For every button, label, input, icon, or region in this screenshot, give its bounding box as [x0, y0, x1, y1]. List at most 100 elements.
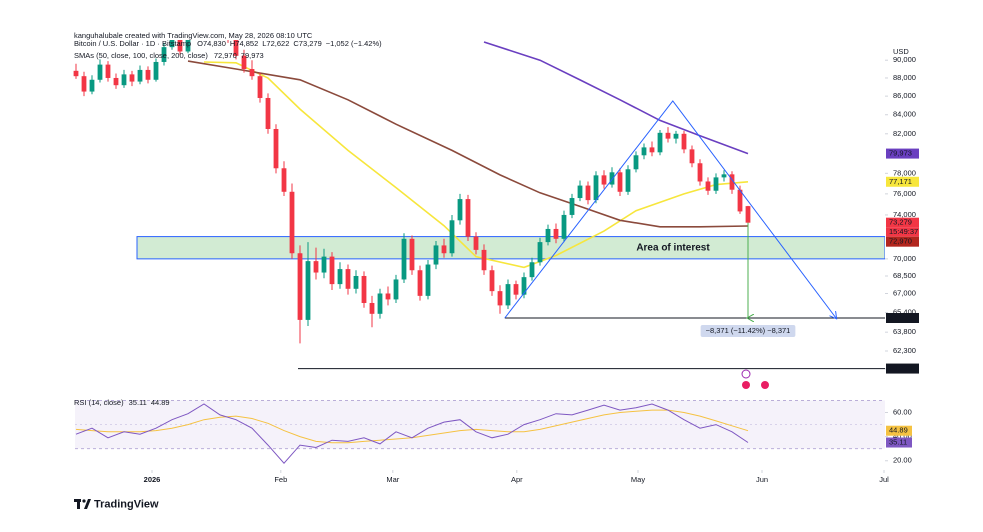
rsi-tick-label: 20.00	[893, 456, 912, 465]
candle-body	[617, 172, 623, 192]
price-tag-label: 72,970	[889, 237, 912, 246]
candle-body	[441, 245, 447, 254]
candle-body	[185, 40, 191, 52]
triangle-pattern	[504, 100, 836, 318]
candle-body	[705, 181, 711, 191]
candle-body	[89, 79, 95, 92]
candle-body	[513, 284, 519, 295]
x-tick-label: Feb	[274, 475, 287, 484]
price-tag	[886, 148, 919, 159]
candle-body	[729, 174, 735, 190]
rsi-tick-label: 60.00	[893, 407, 912, 416]
ohlc-label: C73,279	[293, 39, 321, 48]
event-icon[interactable]	[761, 381, 769, 389]
x-tick-label: Jul	[879, 475, 889, 484]
area-of-interest	[136, 236, 885, 260]
candle-body	[649, 147, 655, 153]
candle-body	[625, 169, 631, 192]
y-tick-label: 63,800	[893, 327, 916, 336]
countdown-label: 15:49:37	[889, 227, 918, 236]
ohlc-label: H74,852	[230, 39, 258, 48]
candle-body	[113, 77, 119, 86]
candle-body	[593, 175, 599, 201]
rsi-pane: 60.00 40.00 20.00 RSI (14, close) 35.11 44.89…	[74, 398, 912, 465]
level-tag	[886, 312, 919, 323]
event-icon[interactable]	[741, 369, 751, 379]
ohlc-label: O74,830	[197, 39, 226, 48]
candle-body	[345, 269, 351, 289]
candle-body	[353, 275, 359, 289]
candle-body	[641, 147, 647, 156]
candle-body	[481, 249, 487, 271]
rsi-legend-value: 35.11	[129, 398, 147, 407]
price-tag	[886, 217, 919, 228]
candle-body	[665, 132, 671, 139]
candle-body	[737, 189, 743, 212]
x-tick-label: Apr	[511, 475, 523, 484]
candle-body	[721, 174, 727, 178]
currency: USD	[893, 47, 909, 56]
y-tick-label: 90,000	[893, 55, 916, 64]
sma-legend-value: 72,970	[214, 51, 237, 60]
candle-body	[473, 236, 479, 250]
candle-body	[609, 172, 615, 185]
candle-body	[417, 270, 423, 296]
rsi-tag	[886, 425, 912, 436]
level-tag-label: 64,955	[889, 313, 912, 322]
rsi-line	[75, 403, 749, 464]
candle-body	[449, 220, 455, 254]
candle-body	[505, 284, 511, 306]
candle-body	[145, 69, 151, 80]
ohlc-label: L72,622	[262, 39, 289, 48]
y-tick-label: 84,000	[893, 110, 916, 119]
candle-body	[73, 70, 79, 77]
candle-body	[521, 277, 527, 295]
candle-body	[97, 64, 103, 80]
candle-body	[105, 64, 111, 78]
candle-body	[297, 253, 303, 320]
candle-body	[393, 279, 399, 300]
price-pane: Area of interest	[73, 40, 885, 370]
candle-body	[713, 177, 719, 191]
candle-body	[281, 168, 287, 192]
candle-body	[601, 175, 607, 185]
y-tick-label: 68,500	[893, 271, 916, 280]
level-tag	[886, 363, 919, 374]
symbol-title: Bitcoin / U.S. Dollar · 1D · Bitstamp	[74, 39, 191, 48]
measure-box	[700, 324, 796, 337]
x-tick-label: Mar	[386, 475, 399, 484]
credit: kanguhalubale created with TradingView.c…	[74, 31, 313, 40]
x-tick-label: May	[631, 475, 645, 484]
level-tag-label: 60,930	[889, 364, 912, 373]
price-tag-label: 79,973	[889, 149, 912, 158]
candle-body	[161, 47, 167, 62]
sma-line	[203, 61, 749, 269]
candle-body	[377, 293, 383, 314]
y-tick-label: 67,000	[893, 288, 916, 297]
zone-label: Area of interest	[636, 242, 710, 253]
candle-body	[265, 97, 271, 129]
candle-body	[241, 55, 247, 70]
y-tick-label: 74,000	[893, 210, 916, 219]
candle-body	[457, 199, 463, 221]
y-tick-label: 86,000	[893, 91, 916, 100]
candle-body	[409, 238, 415, 271]
price-tag	[886, 236, 919, 247]
candle-body	[153, 61, 159, 80]
brand: TradingView	[94, 498, 159, 510]
rsi-tick-label: 40.00	[893, 432, 912, 441]
event-icon[interactable]	[742, 381, 750, 389]
candle-body	[401, 238, 407, 280]
y-tick-label: 70,000	[893, 254, 916, 263]
candle-body	[585, 185, 591, 201]
candle-body	[137, 69, 143, 82]
candle-body	[177, 40, 183, 52]
candle-body	[657, 132, 663, 153]
candle-body	[745, 206, 751, 223]
price-tag-label: 77,171	[889, 177, 912, 186]
sma-legend: SMAs (50, close, 100, close, 200, close)	[74, 51, 208, 60]
price-tag-label: 73,279	[889, 218, 912, 227]
candle-body	[577, 185, 583, 199]
candle-body	[369, 302, 375, 314]
